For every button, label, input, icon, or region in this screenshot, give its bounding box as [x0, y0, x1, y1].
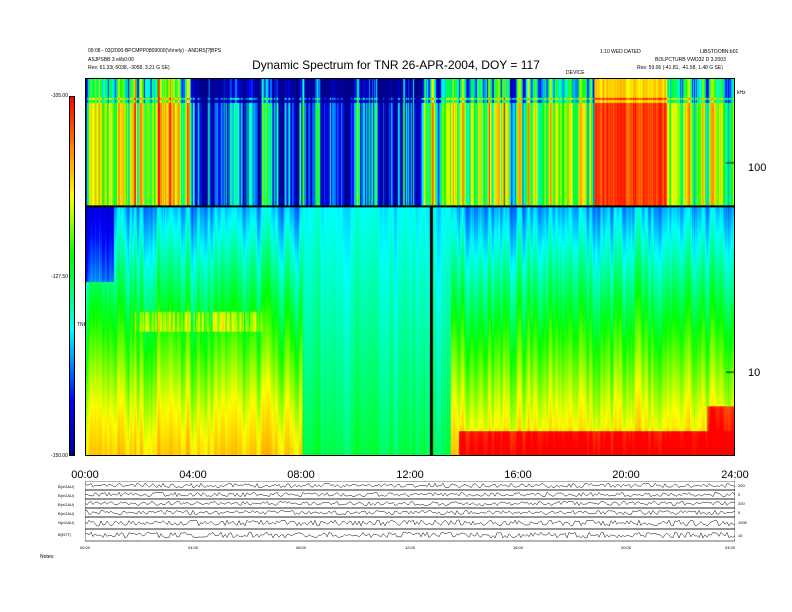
header-left-line-1: 09:08 - 03(2000-BPCMPP0809000(Vonely) - … — [88, 48, 222, 54]
panel-label-2: B(nGAU) — [58, 493, 75, 498]
panel-x-tick-4: 16:00 — [512, 545, 523, 550]
colorbar-tick-mid: -127.50 — [51, 274, 68, 280]
panel-trace-3 — [85, 500, 735, 507]
panel-right-1: 200 — [738, 483, 745, 488]
panel-x-tick-3: 12:00 — [404, 545, 415, 550]
footer-notes: Notes: — [40, 554, 55, 560]
panel-frame-5 — [85, 516, 735, 530]
panel-frame-2 — [85, 489, 735, 500]
x-tick-2: 08:00 — [287, 469, 315, 481]
chart-title: Dynamic Spectrum for TNR 26-APR-2004, DO… — [252, 58, 540, 72]
x-tick-5: 20:00 — [612, 469, 640, 481]
panel-trace-1 — [85, 482, 735, 489]
panel-right-5: 1000 — [738, 520, 747, 525]
panel-label-1: B(nGAU) — [58, 484, 75, 489]
panel-trace-6 — [85, 531, 735, 539]
x-tick-6: 24:00 — [721, 469, 749, 481]
panel-label-3: B(nGAU) — [58, 502, 75, 507]
header-right-line-1: 1:10 WED DATED — [600, 49, 641, 55]
colorbar — [69, 96, 75, 456]
panel-trace-2 — [85, 491, 735, 498]
panel-label-6: B(NTT) — [58, 532, 72, 537]
panel-frame-6 — [85, 528, 735, 542]
header-right-line-4: Res: 59.06 (-41.81, -41.58, 1.48 G SE) — [637, 65, 723, 71]
panel-right-6: 10 — [738, 533, 743, 538]
spectrogram-heatmap — [85, 78, 735, 456]
x-tick-3: 12:00 — [396, 469, 424, 481]
x-tick-4: 16:00 — [504, 469, 532, 481]
header-right-line-2: LIBSTOOBN:b01 — [700, 49, 739, 55]
colorbar-tick-bottom: -150.00 — [51, 453, 68, 459]
header-left-line-3: Res: 61.33(-5038, -3058, 3.21 G SE) — [88, 65, 170, 71]
colorbar-tick-top: -105.00 — [51, 93, 68, 99]
panel-x-tick-1: 04:00 — [187, 545, 198, 550]
y-tick-10: 10 — [748, 367, 761, 379]
panel-right-4: 0 — [738, 510, 741, 515]
panel-label-4: B(nGAU) — [58, 511, 75, 516]
panel-trace-4 — [85, 509, 735, 516]
panel-x-tick-6: 24:00 — [724, 545, 735, 550]
panel-x-tick-5: 20:00 — [620, 545, 631, 550]
timeseries-panels — [85, 481, 735, 542]
y-tick-100: 100 — [748, 162, 767, 174]
panel-x-tick-0: 00:00 — [79, 545, 90, 550]
header-left-line-2: ASJPSBB 3 el/b0:00 — [88, 57, 134, 63]
panel-label-5: N(nGAU) — [58, 520, 75, 525]
panel-right-2: 0 — [738, 492, 741, 497]
x-tick-1: 04:00 — [179, 469, 207, 481]
panel-trace-5 — [85, 519, 735, 527]
colorbar-label: TNR — [77, 322, 88, 328]
panel-frame-1 — [85, 481, 735, 491]
panel-x-tick-2: 08:00 — [295, 545, 306, 550]
header-right-line-3: BOLPCTURB VWD32 D 3.2003 — [655, 57, 726, 63]
device-label: DEVICE — [566, 70, 585, 76]
panel-right-3: 200 — [738, 501, 745, 506]
y-unit-label: kHz — [737, 90, 746, 96]
x-tick-0: 00:00 — [71, 469, 99, 481]
